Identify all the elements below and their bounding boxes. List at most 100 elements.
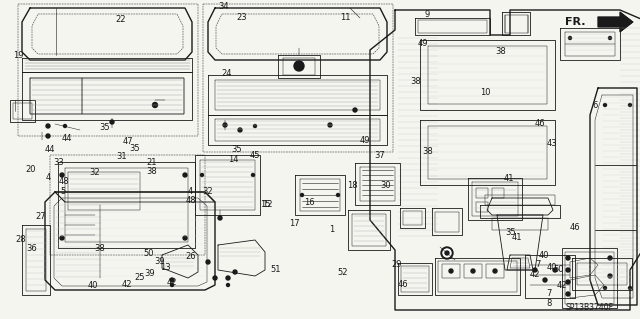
Bar xyxy=(486,264,504,278)
Text: 40: 40 xyxy=(88,281,98,290)
Circle shape xyxy=(213,276,217,280)
Text: 32: 32 xyxy=(203,187,213,196)
Bar xyxy=(565,252,614,304)
Text: 37: 37 xyxy=(374,151,385,160)
Circle shape xyxy=(60,236,64,240)
Bar xyxy=(442,264,460,278)
Text: 46: 46 xyxy=(570,223,580,232)
Bar xyxy=(13,103,32,119)
Text: 50: 50 xyxy=(554,265,564,274)
Text: 5: 5 xyxy=(60,187,65,196)
Text: 17: 17 xyxy=(289,219,300,228)
Text: 26: 26 xyxy=(186,252,196,261)
Bar xyxy=(505,15,528,33)
Text: 52: 52 xyxy=(337,268,348,277)
Text: 43: 43 xyxy=(547,139,557,148)
Circle shape xyxy=(604,286,607,290)
Circle shape xyxy=(608,274,612,278)
Circle shape xyxy=(553,268,557,272)
Text: 9: 9 xyxy=(425,10,430,19)
Text: 32: 32 xyxy=(90,168,100,177)
Text: 38: 38 xyxy=(411,77,421,86)
Text: 35: 35 xyxy=(232,145,242,154)
Text: 33: 33 xyxy=(53,158,63,167)
Text: 34: 34 xyxy=(219,2,229,11)
Circle shape xyxy=(301,194,303,197)
Circle shape xyxy=(445,251,449,255)
Text: 27: 27 xyxy=(35,212,45,221)
Circle shape xyxy=(218,216,222,220)
Text: 40: 40 xyxy=(547,263,557,272)
Text: 20: 20 xyxy=(26,165,36,174)
Text: 39: 39 xyxy=(144,269,154,278)
Text: 46: 46 xyxy=(534,119,545,128)
Text: 44: 44 xyxy=(45,145,55,154)
Circle shape xyxy=(206,260,210,264)
Circle shape xyxy=(200,174,204,176)
Text: FR.: FR. xyxy=(566,17,586,27)
Circle shape xyxy=(566,268,570,272)
Circle shape xyxy=(233,270,237,274)
Text: 48: 48 xyxy=(59,177,69,186)
Circle shape xyxy=(152,102,157,108)
Circle shape xyxy=(449,269,453,273)
Circle shape xyxy=(294,61,304,71)
Text: 25: 25 xyxy=(134,273,145,282)
Circle shape xyxy=(604,103,607,107)
Bar xyxy=(10,100,35,122)
Text: 42: 42 xyxy=(122,280,132,289)
Circle shape xyxy=(353,108,357,112)
Circle shape xyxy=(441,247,453,259)
Text: 39: 39 xyxy=(155,257,165,266)
Circle shape xyxy=(46,134,50,138)
Bar xyxy=(492,218,548,230)
Circle shape xyxy=(533,268,537,272)
Text: 6: 6 xyxy=(593,101,598,110)
Text: 35: 35 xyxy=(506,228,516,237)
Text: 23: 23 xyxy=(236,13,246,22)
Circle shape xyxy=(566,280,570,284)
Circle shape xyxy=(183,236,187,240)
Circle shape xyxy=(608,256,612,260)
Text: 41: 41 xyxy=(504,174,514,183)
Text: 35: 35 xyxy=(129,144,140,153)
Bar xyxy=(50,155,205,255)
Text: 7: 7 xyxy=(535,260,540,269)
Polygon shape xyxy=(598,12,633,32)
Text: 45: 45 xyxy=(250,151,260,160)
Text: 14: 14 xyxy=(228,155,239,164)
Circle shape xyxy=(493,269,497,273)
Circle shape xyxy=(628,286,632,290)
Text: 48: 48 xyxy=(186,196,196,205)
Text: 12: 12 xyxy=(262,200,273,209)
Bar xyxy=(492,188,504,198)
Text: 51: 51 xyxy=(270,265,280,274)
Circle shape xyxy=(609,36,611,40)
Text: 7: 7 xyxy=(547,289,552,298)
Text: 35: 35 xyxy=(99,123,109,132)
Text: 11: 11 xyxy=(340,13,351,22)
Circle shape xyxy=(252,174,255,176)
Bar xyxy=(203,4,393,152)
Text: 16: 16 xyxy=(304,198,314,207)
Text: 42: 42 xyxy=(557,281,567,290)
Circle shape xyxy=(566,256,570,260)
Text: 44: 44 xyxy=(62,134,72,143)
Circle shape xyxy=(543,278,547,282)
Bar xyxy=(562,248,617,308)
Text: 36: 36 xyxy=(27,244,37,253)
Text: SP13B3740F: SP13B3740F xyxy=(565,303,613,313)
Text: 21: 21 xyxy=(147,158,157,167)
Text: 38: 38 xyxy=(422,147,433,156)
Circle shape xyxy=(226,276,230,280)
Circle shape xyxy=(46,124,50,128)
Bar xyxy=(403,211,422,225)
Text: 4: 4 xyxy=(46,173,51,182)
Text: 42: 42 xyxy=(529,271,540,279)
Circle shape xyxy=(110,120,114,124)
Text: 42: 42 xyxy=(166,278,177,287)
Circle shape xyxy=(628,103,632,107)
Text: 49: 49 xyxy=(417,39,428,48)
Circle shape xyxy=(183,173,187,177)
Text: 50: 50 xyxy=(144,249,154,258)
